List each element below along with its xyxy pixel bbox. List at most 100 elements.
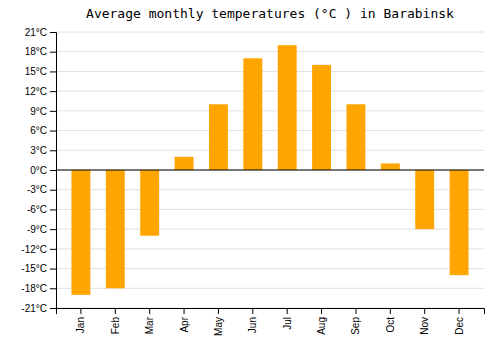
y-tick-mark <box>50 150 56 151</box>
x-tick: Aug <box>316 308 327 335</box>
y-tick: -6°C <box>27 204 56 215</box>
x-tick-label: Sep <box>350 317 361 335</box>
x-tick: Mar <box>144 308 155 334</box>
y-tick: 3°C <box>30 145 56 156</box>
x-tick-mark <box>459 308 460 314</box>
x-tick-mark <box>115 308 116 314</box>
x-tick: Jul <box>282 308 293 330</box>
x-tick-mark <box>218 308 219 314</box>
x-tick-label: Dec <box>454 317 465 335</box>
y-tick-label: 3°C <box>30 145 47 156</box>
grid-line <box>56 32 484 33</box>
y-tick-mark <box>50 71 56 72</box>
y-tick-label: -18°C <box>21 283 47 294</box>
y-tick: 0°C <box>30 165 56 176</box>
zero-line <box>56 169 484 170</box>
y-tick-label: -12°C <box>21 244 47 255</box>
x-tick-mark <box>287 308 288 314</box>
y-tick-mark <box>50 32 56 33</box>
y-tick-mark <box>50 249 56 250</box>
grid-line <box>56 150 484 151</box>
x-tick: May <box>213 308 224 336</box>
x-tick: Apr <box>179 308 190 333</box>
x-tick-label: Jan <box>75 317 86 333</box>
grid-line <box>56 130 484 131</box>
y-tick-mark <box>50 52 56 53</box>
y-tick: 21°C <box>25 27 56 38</box>
y-tick: 12°C <box>25 86 56 97</box>
y-axis: -21°C -18°C -15°C -12°C -9°C -6°C -3°C 0°C 3°C 6°… <box>21 27 56 314</box>
x-tick: Oct <box>385 308 396 333</box>
y-tick: 18°C <box>25 46 56 57</box>
x-tick-mark <box>184 308 185 314</box>
grid-line <box>56 110 484 111</box>
x-tick-label: Apr <box>179 316 190 332</box>
x-tick: Jun <box>247 308 258 333</box>
y-tick-mark <box>50 170 56 171</box>
title: Average monthly temperatures (°C ) in Ba… <box>86 6 454 21</box>
x-tick-label: May <box>213 317 224 336</box>
x-tick-label: Jun <box>247 317 258 333</box>
y-tick: -12°C <box>21 244 56 255</box>
x-tick: Dec <box>454 308 465 335</box>
bar <box>415 170 434 229</box>
y-tick-label: -9°C <box>27 224 47 235</box>
y-tick-label: 21°C <box>25 27 47 38</box>
y-tick-label: -6°C <box>27 204 47 215</box>
x-tick-label: Jul <box>282 317 293 330</box>
y-tick-label: -15°C <box>21 263 47 274</box>
x-tick-mark <box>390 308 391 314</box>
y-tick-mark <box>50 91 56 92</box>
x-tick: Nov <box>419 308 430 335</box>
y-tick-label: 12°C <box>25 86 47 97</box>
x-tick: Sep <box>350 308 361 335</box>
x-tick-label: Feb <box>110 317 121 335</box>
y-tick: -21°C <box>21 303 56 314</box>
x-axis-line <box>57 309 485 315</box>
y-tick: -18°C <box>21 283 56 294</box>
x-tick-mark <box>355 308 356 314</box>
bar <box>278 45 297 170</box>
y-tick-label: 18°C <box>25 46 47 57</box>
y-tick-mark <box>50 269 56 270</box>
y-tick-label: 6°C <box>30 125 47 136</box>
y-tick: 15°C <box>25 66 56 77</box>
y-tick-mark <box>50 190 56 191</box>
x-tick: Jan <box>75 308 86 333</box>
grid-line <box>56 91 484 92</box>
y-tick-mark <box>50 111 56 112</box>
bar <box>71 170 90 295</box>
y-tick: -3°C <box>27 184 56 195</box>
x-tick-mark <box>424 308 425 314</box>
y-tick-label: -3°C <box>27 184 47 195</box>
bar <box>106 170 125 288</box>
x-tick-mark <box>321 308 322 314</box>
bar <box>243 58 262 170</box>
y-tick-mark <box>50 288 56 289</box>
bar <box>346 104 365 170</box>
y-tick-mark <box>50 229 56 230</box>
y-axis-line <box>50 33 57 309</box>
y-tick: -15°C <box>21 263 56 274</box>
y-tick-mark <box>50 209 56 210</box>
x-tick: Feb <box>110 308 121 334</box>
x-tick-label: Nov <box>419 317 430 335</box>
x-tick-mark <box>149 308 150 314</box>
x-tick-label: Mar <box>144 316 155 334</box>
x-tick-label: Aug <box>316 317 327 335</box>
y-tick-label: 15°C <box>25 66 47 77</box>
y-tick-label: -21°C <box>21 303 47 314</box>
bar <box>209 104 228 170</box>
grid-line <box>56 51 484 52</box>
x-tick-label: Oct <box>385 317 396 333</box>
y-tick-label: 0°C <box>30 165 47 176</box>
grid-line <box>56 170 484 171</box>
y-tick-label: 9°C <box>30 106 47 117</box>
bar <box>312 65 331 170</box>
chart: -21°C -18°C -15°C -12°C -9°C -6°C -3°C 0°C 3°C 6°… <box>0 0 500 350</box>
y-tick: 9°C <box>30 106 56 117</box>
bar <box>175 157 194 170</box>
bar <box>381 163 400 170</box>
grid <box>56 32 484 308</box>
bar <box>140 170 159 236</box>
